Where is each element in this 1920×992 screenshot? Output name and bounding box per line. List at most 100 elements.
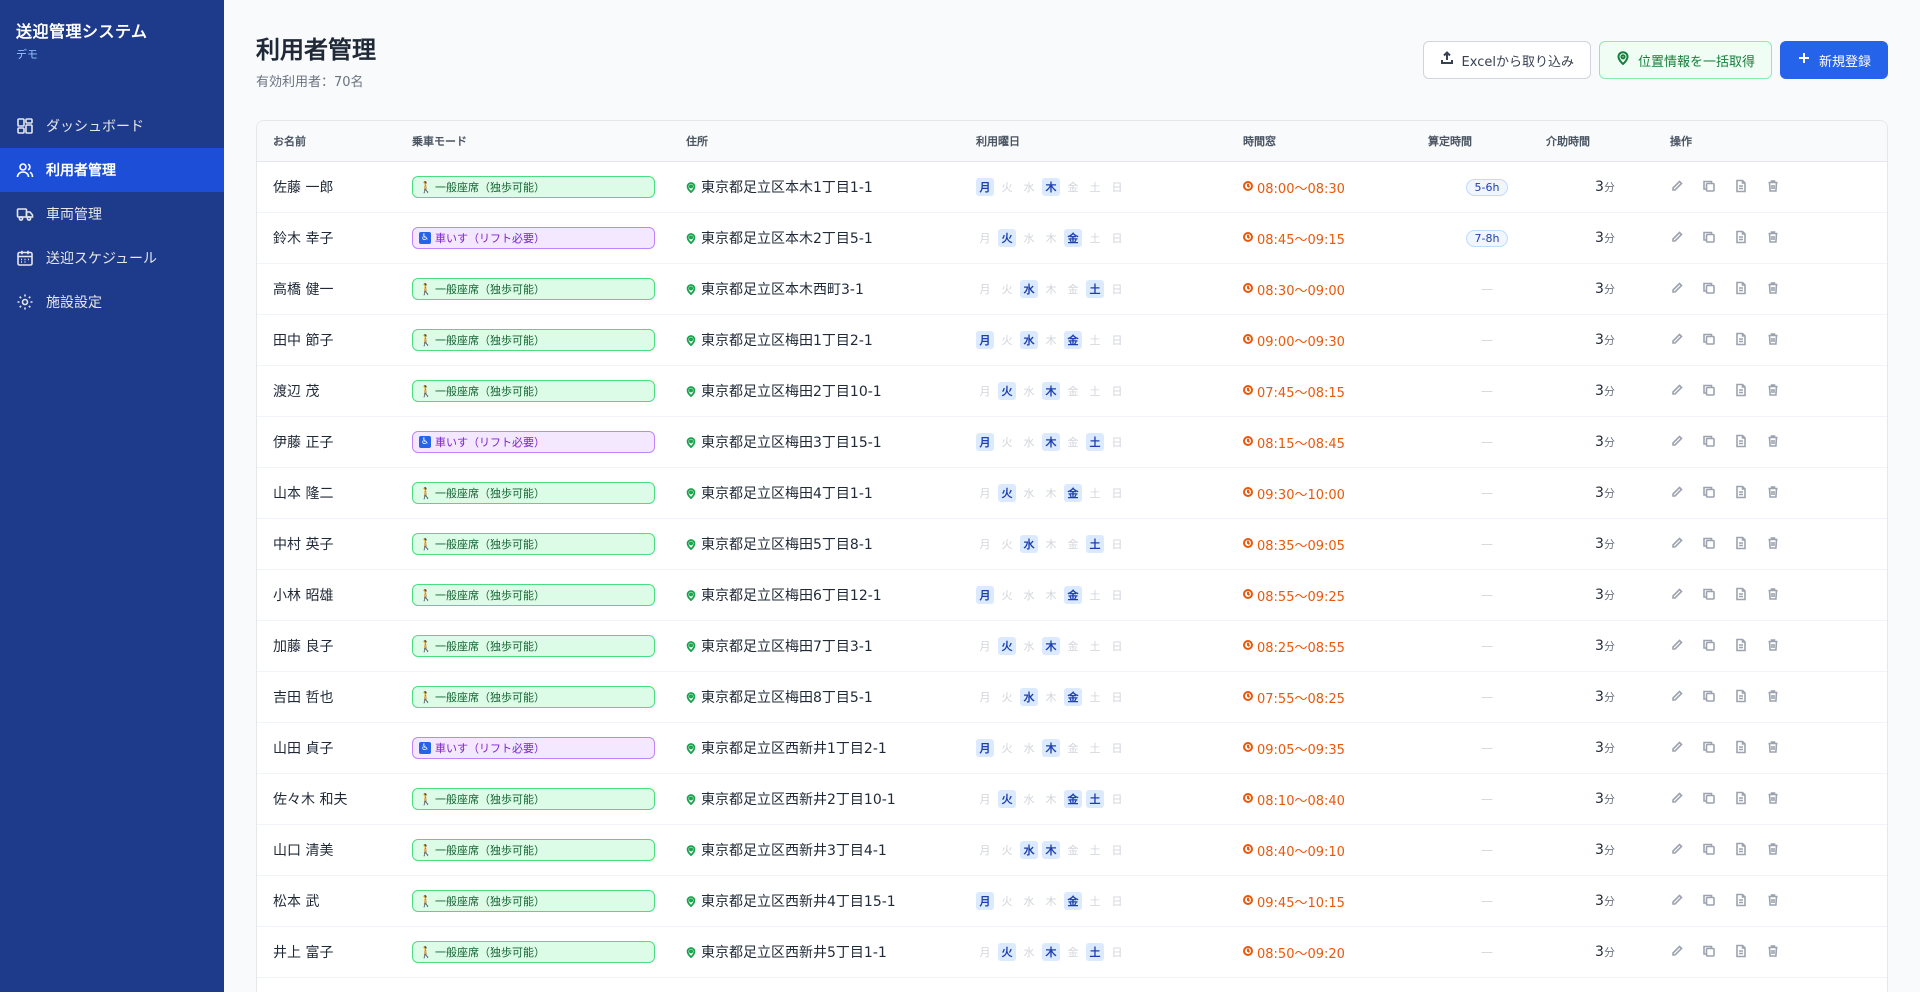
geolocate-all-button[interactable]: 位置情報を一括取得 [1598,41,1772,79]
column-header-name[interactable]: お名前 [273,135,306,148]
sidebar-item-vehicles[interactable]: 車両管理 [0,192,224,236]
sidebar-item-settings[interactable]: 施設設定 [0,280,224,324]
edit-icon[interactable] [1670,893,1686,909]
weekday-chip: 火 [1001,691,1013,704]
document-icon[interactable] [1734,281,1750,297]
edit-icon[interactable] [1670,230,1686,246]
sidebar-item-dashboard[interactable]: ダッシュボード [0,104,224,148]
duplicate-icon[interactable] [1702,383,1718,399]
edit-icon[interactable] [1670,281,1686,297]
trash-icon[interactable] [1766,281,1782,297]
duplicate-icon[interactable] [1702,230,1718,246]
duplicate-icon[interactable] [1702,638,1718,654]
table-row[interactable]: 伊藤 正子 ♿ 車いす（リフト必要） 東京都足立区梅田3丁目15-1 月火水木金土… [257,417,1887,468]
duplicate-icon[interactable] [1702,893,1718,909]
document-icon[interactable] [1734,842,1750,858]
document-icon[interactable] [1734,434,1750,450]
edit-icon[interactable] [1670,587,1686,603]
trash-icon[interactable] [1766,434,1782,450]
duplicate-icon[interactable] [1702,434,1718,450]
trash-icon[interactable] [1766,689,1782,705]
document-icon[interactable] [1734,791,1750,807]
table-row[interactable]: 加藤 良子 🚶 一般座席（独歩可能） 東京都足立区梅田7丁目3-1 月火水木金土日… [257,621,1887,672]
document-icon[interactable] [1734,638,1750,654]
table-row[interactable]: 中村 英子 🚶 一般座席（独歩可能） 東京都足立区梅田5丁目8-1 月火水木金土日… [257,519,1887,570]
column-header-time-window[interactable]: 時間窓 [1243,135,1276,148]
table-row[interactable]: 高橋 健一 🚶 一般座席（独歩可能） 東京都足立区本木西町3-1 月火水木金土日 … [257,264,1887,315]
duplicate-icon[interactable] [1702,536,1718,552]
column-header-assist-time[interactable]: 介助時間 [1546,135,1590,148]
ride-mode-label: 車いす（リフト必要） [435,742,545,755]
trash-icon[interactable] [1766,587,1782,603]
edit-icon[interactable] [1670,536,1686,552]
trash-icon[interactable] [1766,485,1782,501]
weekday-chip: 木 [1042,382,1060,400]
table-row[interactable]: 山田 貞子 ♿ 車いす（リフト必要） 東京都足立区西新井1丁目2-1 月火水木金土… [257,723,1887,774]
edit-icon[interactable] [1670,485,1686,501]
sidebar-item-schedule[interactable]: 送迎スケジュール [0,236,224,280]
duplicate-icon[interactable] [1702,740,1718,756]
document-icon[interactable] [1734,587,1750,603]
trash-icon[interactable] [1766,383,1782,399]
duplicate-icon[interactable] [1702,179,1718,195]
table-row[interactable]: 吉田 哲也 🚶 一般座席（独歩可能） 東京都足立区梅田8丁目5-1 月火水木金土日… [257,672,1887,723]
document-icon[interactable] [1734,179,1750,195]
new-registration-button[interactable]: 新規登録 [1779,41,1888,79]
document-icon[interactable] [1734,893,1750,909]
table-row[interactable]: 井上 富子 🚶 一般座席（独歩可能） 東京都足立区西新井5丁目1-1 月火水木金土… [257,927,1887,978]
column-header-address[interactable]: 住所 [686,135,708,148]
edit-icon[interactable] [1670,689,1686,705]
document-icon[interactable] [1734,485,1750,501]
duplicate-icon[interactable] [1702,842,1718,858]
table-row[interactable]: 田中 節子 🚶 一般座席（独歩可能） 東京都足立区梅田1丁目2-1 月火水木金土日… [257,315,1887,366]
trash-icon[interactable] [1766,536,1782,552]
document-icon[interactable] [1734,740,1750,756]
trash-icon[interactable] [1766,332,1782,348]
edit-icon[interactable] [1670,791,1686,807]
edit-icon[interactable] [1670,842,1686,858]
duplicate-icon[interactable] [1702,485,1718,501]
excel-import-button[interactable]: Excelから取り込み [1422,41,1591,79]
duplicate-icon[interactable] [1702,944,1718,960]
trash-icon[interactable] [1766,179,1782,195]
table-row[interactable]: 松本 武 🚶 一般座席（独歩可能） 東京都足立区西新井4丁目15-1 月火水木金土… [257,876,1887,927]
document-icon[interactable] [1734,383,1750,399]
column-header-days[interactable]: 利用曜日 [976,135,1020,148]
document-icon[interactable] [1734,944,1750,960]
trash-icon[interactable] [1766,740,1782,756]
trash-icon[interactable] [1766,842,1782,858]
table-row[interactable]: 渡辺 茂 🚶 一般座席（独歩可能） 東京都足立区梅田2丁目10-1 月火水木金土日… [257,366,1887,417]
edit-icon[interactable] [1670,740,1686,756]
duplicate-icon[interactable] [1702,332,1718,348]
table-row[interactable]: 山本 隆二 🚶 一般座席（独歩可能） 東京都足立区梅田4丁目1-1 月火水木金土日… [257,468,1887,519]
column-header-mode[interactable]: 乗車モード [412,135,467,148]
trash-icon[interactable] [1766,893,1782,909]
edit-icon[interactable] [1670,332,1686,348]
document-icon[interactable] [1734,689,1750,705]
table-row[interactable]: 鈴木 幸子 ♿ 車いす（リフト必要） 東京都足立区本木2丁目5-1 月火水木金土日… [257,213,1887,264]
dashboard-icon [16,117,34,135]
time-window-text: 08:00〜08:30 [1257,181,1345,197]
trash-icon[interactable] [1766,791,1782,807]
table-row[interactable]: 小林 昭雄 🚶 一般座席（独歩可能） 東京都足立区梅田6丁目12-1 月火水木金土… [257,570,1887,621]
edit-icon[interactable] [1670,434,1686,450]
trash-icon[interactable] [1766,944,1782,960]
duplicate-icon[interactable] [1702,689,1718,705]
column-header-calc-time[interactable]: 算定時間 [1428,135,1472,148]
document-icon[interactable] [1734,230,1750,246]
duplicate-icon[interactable] [1702,281,1718,297]
document-icon[interactable] [1734,536,1750,552]
table-row[interactable]: 山口 清美 🚶 一般座席（独歩可能） 東京都足立区西新井3丁目4-1 月火水木金土… [257,825,1887,876]
table-row[interactable]: 佐藤 一郎 🚶 一般座席（独歩可能） 東京都足立区本木1丁目1-1 月火水木金土日… [257,162,1887,213]
edit-icon[interactable] [1670,638,1686,654]
trash-icon[interactable] [1766,638,1782,654]
document-icon[interactable] [1734,332,1750,348]
edit-icon[interactable] [1670,179,1686,195]
table-row[interactable]: 佐々木 和夫 🚶 一般座席（独歩可能） 東京都足立区西新井2丁目10-1 月火水木… [257,774,1887,825]
trash-icon[interactable] [1766,230,1782,246]
edit-icon[interactable] [1670,383,1686,399]
sidebar-item-users[interactable]: 利用者管理 [0,148,224,192]
duplicate-icon[interactable] [1702,587,1718,603]
edit-icon[interactable] [1670,944,1686,960]
duplicate-icon[interactable] [1702,791,1718,807]
